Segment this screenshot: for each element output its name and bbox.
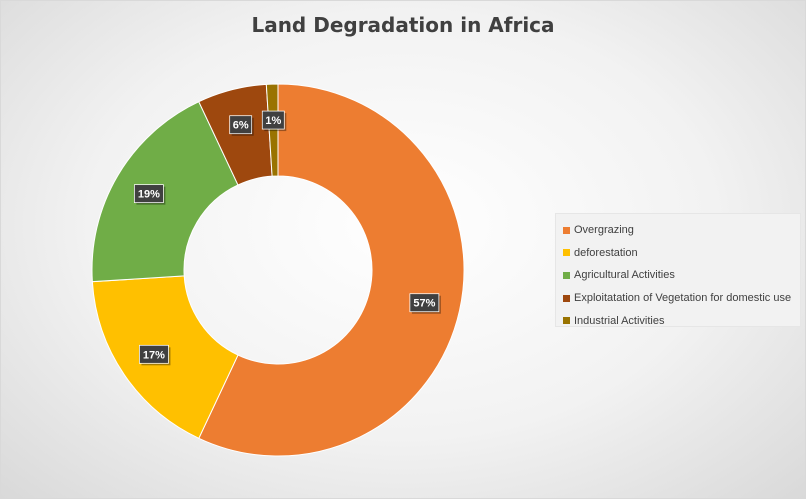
data-label-exploitatation-of-vegetation-for-domestic-use: 6%: [229, 115, 254, 136]
legend-item-exploitatation-of-vegetation-for-domestic-use: Exploitatation of Vegetation for domesti…: [563, 287, 800, 310]
slice-agricultural-activities: [91, 101, 239, 283]
svg-text:19%: 19%: [138, 189, 160, 201]
svg-text:1%: 1%: [265, 115, 281, 127]
legend: Overgrazing deforestation Agricultural Act…: [555, 213, 801, 327]
svg-text:6%: 6%: [233, 120, 249, 132]
legend-item-industrial-activities: Industrial Activities: [563, 309, 800, 332]
legend-swatch: [563, 294, 570, 302]
legend-swatch: [563, 249, 570, 257]
legend-label: Industrial Activities: [574, 314, 665, 327]
slice-industrial-activities: [265, 83, 279, 177]
legend-swatch: [563, 317, 570, 325]
legend-label: Overgrazing: [574, 224, 634, 237]
legend-item-overgrazing: Overgrazing: [563, 219, 800, 242]
legend-swatch: [563, 271, 570, 279]
data-label-overgrazing: 57%: [409, 293, 441, 314]
slice-overgrazing: [198, 83, 465, 457]
data-label-deforestation: 17%: [139, 344, 171, 366]
legend-label: deforestation: [574, 246, 638, 259]
data-label-agricultural-activities: 19%: [134, 184, 166, 205]
legend-item-deforestation: deforestation: [563, 242, 800, 265]
chart-title: Land Degradation in Africa: [251, 13, 555, 37]
legend-label: Exploitatation of Vegetation for domesti…: [574, 292, 792, 305]
legend-swatch: [563, 226, 570, 234]
svg-text:17%: 17%: [143, 349, 165, 361]
legend-label: Agricultural Activities: [574, 269, 675, 282]
svg-text:57%: 57%: [413, 298, 435, 310]
legend-item-agricultural-activities: Agricultural Activities: [563, 264, 800, 287]
data-label-industrial-activities: 1%: [261, 110, 287, 132]
